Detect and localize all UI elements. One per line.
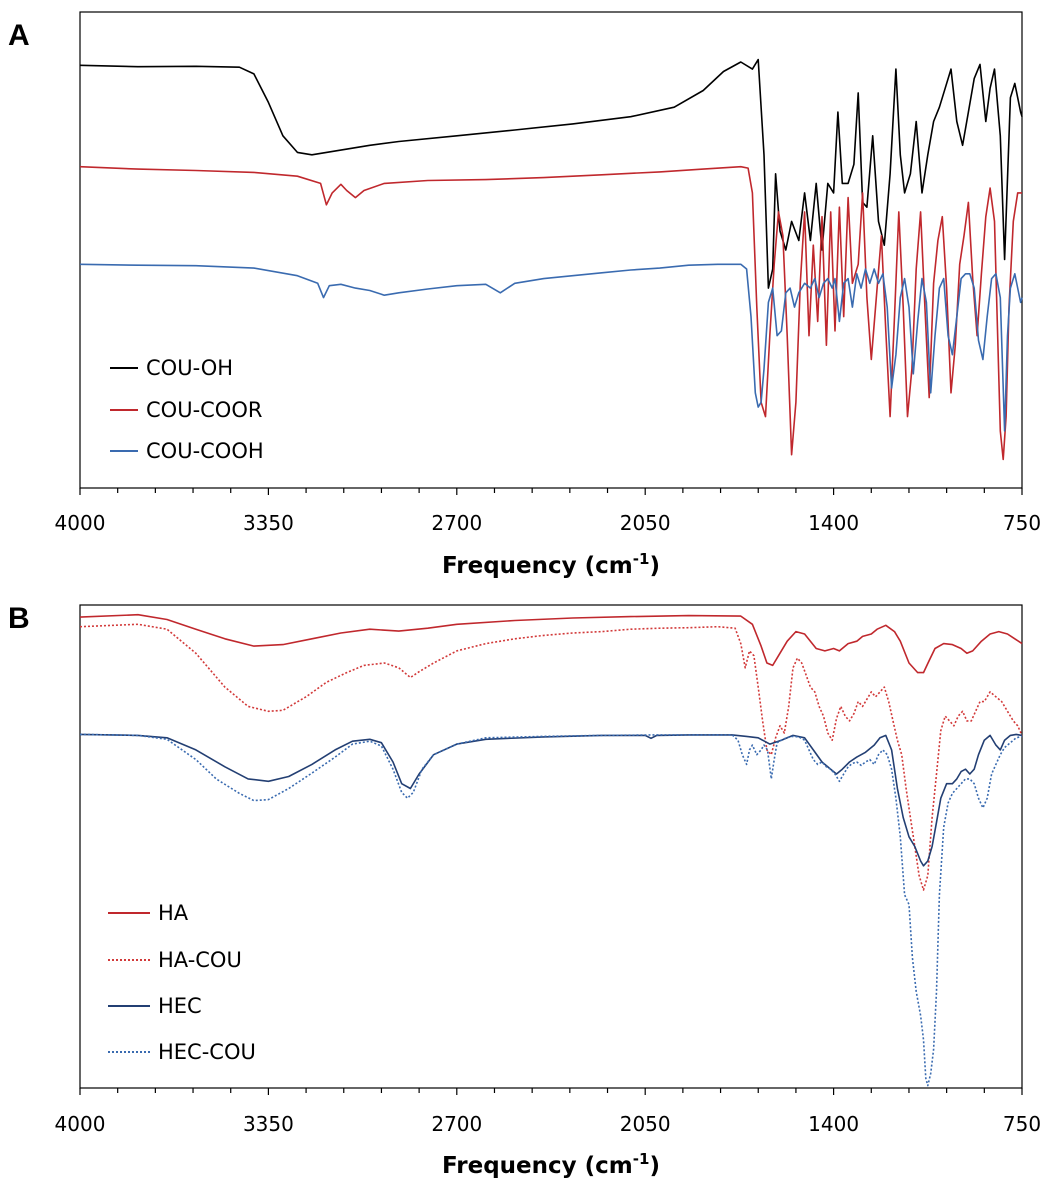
panel-b-series-lines (79, 613, 1023, 1087)
series-line-ha-cou (79, 623, 1023, 891)
panel-a-x-axis-title: Frequency (cm-1) (442, 550, 660, 579)
series-line-hec-cou (79, 733, 1023, 1087)
legend-label-cou-coor: COU-COOR (146, 398, 262, 422)
x-tick-label: 3350 (243, 1112, 294, 1136)
panel-b-x-tick-labels: 4000 3350 2700 2050 1400 750 (55, 1112, 1042, 1136)
panel-b-x-axis-title: Frequency (cm-1) (442, 1150, 660, 1179)
panel-a-series-lines (79, 58, 1023, 461)
x-tick-label: 750 (1003, 511, 1041, 535)
series-line-cou-oh (79, 58, 1023, 289)
x-tick-label: 2700 (431, 1112, 482, 1136)
panel-a-legend: COU-OH COU-COOR COU-COOH (110, 356, 264, 463)
panel-b: B 4000 3350 2700 2050 1400 750 HA HA-COU HEC HEC… (8, 602, 1041, 1179)
x-tick-label: 2050 (620, 1112, 671, 1136)
x-tick-label: 1400 (808, 1112, 859, 1136)
panel-b-x-ticks (79, 1088, 1023, 1095)
x-tick-label: 3350 (243, 511, 294, 535)
legend-label-cou-oh: COU-OH (146, 356, 233, 380)
legend-label-ha: HA (158, 901, 189, 925)
panel-a-x-tick-labels: 4000 3350 2700 2050 1400 750 (55, 511, 1042, 535)
x-tick-label: 750 (1003, 1112, 1041, 1136)
x-tick-label: 1400 (808, 511, 859, 535)
panel-a: A 4000 3350 2700 2050 1400 750 COU-OH COU-COOR… (8, 11, 1042, 579)
series-line-cou-cooh (79, 263, 1023, 432)
series-line-ha (79, 613, 1023, 674)
x-tick-label: 2700 (431, 511, 482, 535)
panel-b-label: B (8, 602, 30, 635)
x-tick-label: 2050 (620, 511, 671, 535)
panel-a-plot-frame (79, 11, 1023, 489)
legend-label-hec: HEC (158, 994, 202, 1018)
panel-b-plot-frame (79, 604, 1023, 1089)
panel-a-x-ticks (79, 488, 1023, 495)
legend-label-hec-cou: HEC-COU (158, 1040, 256, 1064)
legend-label-ha-cou: HA-COU (158, 948, 242, 972)
x-tick-label: 4000 (55, 1112, 106, 1136)
series-line-cou-coor (79, 165, 1022, 461)
x-tick-label: 4000 (55, 511, 106, 535)
series-line-hec (79, 733, 1023, 867)
panel-b-legend: HA HA-COU HEC HEC-COU (108, 901, 256, 1064)
legend-label-cou-cooh: COU-COOH (146, 439, 264, 463)
panel-a-label: A (8, 19, 30, 52)
